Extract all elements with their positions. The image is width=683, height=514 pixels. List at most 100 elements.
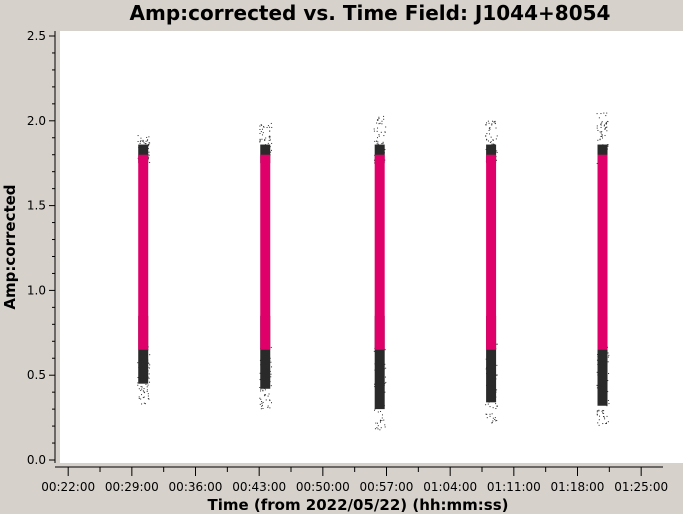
point bbox=[374, 140, 376, 142]
point bbox=[489, 133, 491, 135]
point bbox=[378, 397, 380, 399]
point bbox=[268, 355, 270, 357]
x-tick-label-1: 00:29:00 bbox=[105, 480, 159, 494]
y-tick-label-2: 1.0 bbox=[27, 283, 46, 297]
point bbox=[495, 396, 497, 398]
flagged-band-upper bbox=[486, 144, 497, 164]
point bbox=[487, 140, 489, 142]
point bbox=[384, 426, 386, 428]
point bbox=[496, 389, 498, 391]
point bbox=[263, 387, 265, 389]
unflagged-band bbox=[260, 154, 271, 350]
point bbox=[607, 144, 609, 146]
point bbox=[600, 388, 602, 390]
point bbox=[141, 149, 143, 151]
point bbox=[486, 413, 488, 415]
point bbox=[601, 135, 603, 137]
point bbox=[374, 409, 376, 411]
point bbox=[492, 139, 494, 141]
x-axis: 00:22:00 00:29:00 00:36:00 00:43:00 00:50:00… bbox=[41, 466, 668, 494]
point bbox=[265, 351, 267, 353]
point bbox=[141, 365, 143, 367]
scan-0 bbox=[137, 135, 151, 405]
point bbox=[265, 144, 267, 146]
point bbox=[375, 355, 377, 357]
point bbox=[385, 381, 387, 383]
point bbox=[375, 365, 377, 367]
point bbox=[264, 375, 266, 377]
point bbox=[374, 386, 376, 388]
point bbox=[142, 360, 144, 362]
point bbox=[137, 377, 139, 379]
point bbox=[146, 390, 148, 392]
point bbox=[607, 391, 609, 393]
point bbox=[601, 410, 603, 412]
point bbox=[270, 149, 272, 151]
point bbox=[383, 406, 385, 408]
point bbox=[494, 417, 496, 419]
point bbox=[149, 161, 151, 163]
point bbox=[383, 419, 385, 421]
point bbox=[496, 135, 498, 137]
point bbox=[383, 368, 385, 370]
point bbox=[486, 139, 488, 141]
point bbox=[492, 372, 494, 374]
flagged-band-lower bbox=[597, 315, 608, 406]
point bbox=[376, 427, 378, 429]
point bbox=[145, 143, 147, 145]
point bbox=[601, 367, 603, 369]
point bbox=[259, 397, 261, 399]
point bbox=[380, 407, 382, 409]
point bbox=[605, 400, 607, 402]
point bbox=[377, 127, 379, 129]
point bbox=[602, 393, 604, 395]
point bbox=[138, 360, 140, 362]
point bbox=[487, 382, 489, 384]
point bbox=[488, 349, 490, 351]
point bbox=[264, 360, 266, 362]
point bbox=[148, 145, 150, 147]
point bbox=[485, 413, 487, 415]
point bbox=[599, 369, 601, 371]
point bbox=[380, 403, 382, 405]
point bbox=[269, 357, 271, 359]
point bbox=[380, 382, 382, 384]
point bbox=[147, 371, 149, 373]
y-tick-label-0: 0.0 bbox=[27, 453, 46, 467]
point bbox=[263, 126, 265, 128]
point bbox=[377, 428, 379, 430]
point bbox=[374, 369, 376, 371]
point bbox=[384, 376, 386, 378]
flagged-band-lower bbox=[260, 315, 271, 389]
point bbox=[149, 354, 151, 356]
point bbox=[377, 119, 379, 121]
point bbox=[599, 415, 601, 417]
x-tick-label-0: 00:22:00 bbox=[41, 480, 95, 494]
point bbox=[146, 140, 148, 142]
x-tick-label-9: 01:25:00 bbox=[614, 480, 668, 494]
point bbox=[375, 422, 377, 424]
point bbox=[265, 373, 267, 375]
point bbox=[600, 370, 602, 372]
unflagged-band bbox=[138, 154, 149, 350]
point bbox=[485, 358, 487, 360]
point bbox=[374, 428, 376, 430]
point bbox=[263, 395, 265, 397]
point bbox=[492, 385, 494, 387]
point bbox=[493, 380, 495, 382]
y-axis-label: Amp:corrected bbox=[1, 184, 19, 309]
point bbox=[377, 411, 379, 413]
point bbox=[379, 388, 381, 390]
point bbox=[381, 120, 383, 122]
point bbox=[384, 382, 386, 384]
point bbox=[603, 389, 605, 391]
point bbox=[379, 150, 381, 152]
point bbox=[597, 354, 599, 356]
point bbox=[601, 391, 603, 393]
flagged-band-upper bbox=[260, 144, 271, 164]
point bbox=[596, 125, 598, 127]
point bbox=[597, 364, 599, 366]
point bbox=[147, 139, 149, 141]
point bbox=[602, 369, 604, 371]
point bbox=[259, 379, 261, 381]
